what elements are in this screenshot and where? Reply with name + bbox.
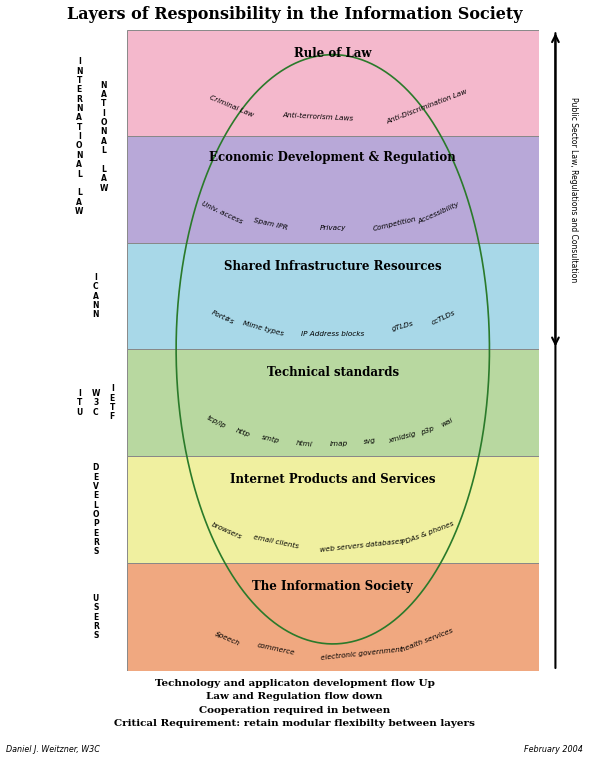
Bar: [127, 456, 539, 563]
Text: U
S
E
R
S: U S E R S: [92, 594, 99, 641]
Text: xmldsig: xmldsig: [388, 431, 417, 443]
Text: imap: imap: [329, 440, 348, 446]
Text: Technology and applicaton development flow Up: Technology and applicaton development fl…: [154, 679, 435, 688]
Text: I
E
T
F: I E T F: [110, 384, 115, 421]
Text: gTLDs: gTLDs: [391, 320, 414, 332]
Bar: [127, 349, 539, 456]
Text: Daniel J. Weitzner, W3C: Daniel J. Weitzner, W3C: [6, 745, 100, 754]
Text: Law and Regulation flow down: Law and Regulation flow down: [206, 692, 383, 701]
Text: commerce: commerce: [257, 642, 296, 656]
Text: Anti-Discrimination Law: Anti-Discrimination Law: [386, 88, 469, 124]
Text: ccTLDs: ccTLDs: [430, 309, 456, 326]
Text: wai: wai: [441, 417, 454, 428]
Text: N
A
T
I
O
N
A
L
 
L
A
W: N A T I O N A L L A W: [100, 80, 108, 193]
Bar: [127, 136, 539, 243]
Text: Internet Products and Services: Internet Products and Services: [230, 473, 435, 487]
Text: svg: svg: [363, 437, 376, 445]
Text: Cooperation required in between: Cooperation required in between: [199, 706, 390, 715]
Text: IP Address blocks: IP Address blocks: [301, 331, 365, 337]
Bar: [127, 30, 539, 136]
Text: Privacy: Privacy: [320, 225, 346, 231]
Text: http: http: [235, 428, 251, 438]
Text: W
3
C: W 3 C: [91, 389, 100, 417]
Text: Economic Development & Regulation: Economic Development & Regulation: [210, 151, 456, 164]
Text: February 2004: February 2004: [524, 745, 583, 754]
Text: email clients: email clients: [253, 534, 300, 550]
Text: health services: health services: [401, 628, 454, 653]
Text: The Information Society: The Information Society: [253, 581, 413, 594]
Text: Technical standards: Technical standards: [267, 366, 399, 379]
Text: $peech: $peech: [213, 631, 240, 647]
Text: Critical Requirement: retain modular flexibilty between layers: Critical Requirement: retain modular fle…: [114, 719, 475, 728]
Text: Port#s: Port#s: [210, 309, 235, 325]
Text: smtp: smtp: [262, 434, 280, 444]
Bar: [127, 243, 539, 349]
Text: Mime types: Mime types: [242, 320, 284, 337]
Text: tcp/ip: tcp/ip: [206, 415, 227, 430]
Text: I
N
T
E
R
N
A
T
I
O
N
A
L
 
L
A
W: I N T E R N A T I O N A L L A W: [75, 58, 84, 216]
Text: web servers databases: web servers databases: [319, 539, 403, 553]
Text: Anti-terrorism Laws: Anti-terrorism Laws: [283, 112, 354, 122]
Text: Criminal Law: Criminal Law: [209, 95, 254, 118]
Text: p3p: p3p: [420, 425, 435, 436]
Text: Rule of Law: Rule of Law: [294, 47, 372, 60]
Text: Layers of Responsibility in the Information Society: Layers of Responsibility in the Informat…: [67, 6, 522, 23]
Text: Spam IPR: Spam IPR: [253, 217, 289, 230]
Bar: [127, 563, 539, 671]
Text: html: html: [296, 440, 313, 447]
Text: browsers: browsers: [210, 522, 243, 540]
Text: Univ. access: Univ. access: [201, 201, 244, 225]
Text: D
E
V
E
L
O
P
E
R
S: D E V E L O P E R S: [92, 463, 99, 556]
Text: Public Sector Law, Regulations and Consultation: Public Sector Law, Regulations and Consu…: [570, 97, 578, 283]
Text: Competition: Competition: [372, 216, 417, 232]
Text: Accessibility: Accessibility: [417, 201, 461, 225]
Text: I
T
U: I T U: [76, 389, 82, 417]
Text: I
C
A
N
N: I C A N N: [92, 273, 99, 319]
Text: Private Sector Innovation, Cooperation and Consultation: Private Sector Innovation, Cooperation a…: [588, 402, 589, 619]
Text: Shared Infrastructure Resources: Shared Infrastructure Resources: [224, 260, 442, 273]
Text: electronic government: electronic government: [320, 647, 403, 661]
Text: PDAs & phones: PDAs & phones: [401, 521, 454, 546]
